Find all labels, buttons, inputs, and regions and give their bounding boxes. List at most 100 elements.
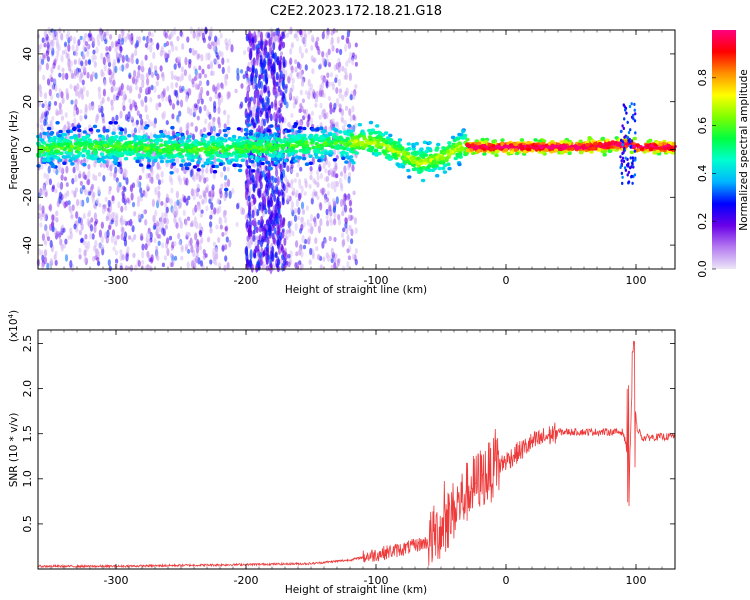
heatmap-cell [348, 224, 352, 232]
heatmap-cell [165, 57, 169, 63]
heatmap-cell [106, 237, 110, 243]
heatmap-cell [54, 188, 58, 194]
heatmap-cell [312, 58, 316, 63]
heatmap-cell [125, 253, 129, 262]
heatmap-cell [186, 122, 190, 130]
heatmap-cell [278, 61, 282, 73]
heatmap-cell [289, 48, 293, 55]
heatmap-cell [204, 118, 208, 125]
heatmap-cell [325, 51, 329, 58]
heatmap-cell [313, 215, 317, 225]
heatmap-cell [58, 129, 63, 134]
heatmap-cell [223, 193, 227, 202]
heatmap-cell [348, 108, 352, 116]
heatmap-cell [444, 156, 450, 160]
heatmap-cell [111, 195, 115, 202]
heatmap-cell [277, 86, 281, 93]
heatmap-cell [322, 142, 328, 146]
heatmap-cell [137, 70, 141, 78]
heatmap-cell [240, 101, 244, 109]
heatmap-cell [149, 156, 155, 160]
heatmap-cell [42, 131, 47, 136]
heatmap-cell [177, 119, 181, 124]
heatmap-cell [164, 202, 168, 209]
heatmap-cell [146, 183, 150, 190]
heatmap-cell [263, 118, 267, 127]
heatmap-cell [259, 251, 262, 259]
heatmap-cell [253, 95, 256, 105]
heatmap-cell [269, 36, 273, 46]
heatmap-cell [217, 106, 221, 115]
heatmap-cell [279, 258, 283, 265]
heatmap-cell [126, 57, 130, 63]
heatmap-cell [122, 185, 126, 191]
heatmap-cell [325, 208, 329, 216]
heatmap-cell [262, 251, 266, 257]
heatmap-cell [297, 126, 303, 130]
heatmap-cell [265, 176, 268, 183]
heatmap-cell [341, 125, 346, 131]
heatmap-cell [191, 133, 196, 141]
heatmap-cell [283, 158, 288, 163]
heatmap-cell [298, 247, 302, 256]
heatmap-cell [226, 161, 232, 165]
heatmap-cell [243, 145, 249, 150]
heatmap-cell [295, 36, 300, 42]
heatmap-cell [144, 265, 148, 271]
heatmap-cell [194, 125, 198, 133]
heatmap-cell [392, 140, 397, 145]
heatmap-cell [89, 142, 95, 147]
heatmap-cell [237, 168, 243, 173]
heatmap-cell [330, 40, 334, 47]
heatmap-cell [314, 103, 318, 108]
heatmap-cell [80, 60, 84, 67]
heatmap-cell [330, 258, 334, 264]
heatmap-cell [339, 171, 344, 177]
heatmap-cell [92, 49, 96, 55]
heatmap-cell [108, 69, 112, 76]
heatmap-cell [58, 158, 63, 163]
heatmap-cell [198, 80, 202, 87]
heatmap-cell [204, 196, 208, 204]
heatmap-cell [142, 153, 147, 158]
heatmap-cell [65, 182, 69, 188]
heatmap-cell [445, 146, 450, 150]
heatmap-cell [495, 144, 501, 149]
heatmap-cell [81, 154, 86, 158]
heatmap-cell [346, 248, 350, 254]
heatmap-cell [208, 29, 212, 38]
heatmap-cell [100, 235, 104, 244]
heatmap-cell [267, 109, 271, 118]
heatmap-cell [59, 151, 64, 156]
heatmap-cell [57, 64, 61, 71]
heatmap-cell [322, 188, 326, 194]
heatmap-cell [136, 152, 141, 157]
heatmap-cell [223, 109, 227, 116]
heatmap-cell [161, 262, 165, 268]
heatmap-cell [180, 159, 186, 163]
heatmap-cell [245, 33, 249, 42]
heatmap-cell [79, 87, 83, 94]
heatmap-cell [119, 128, 125, 132]
heatmap-cell [387, 157, 392, 161]
heatmap-cell [126, 32, 130, 40]
heatmap-cell [66, 29, 71, 38]
heatmap-cell [257, 219, 261, 226]
heatmap-cell [76, 83, 80, 91]
heatmap-cell [137, 65, 141, 71]
heatmap-cell [121, 196, 125, 204]
heatmap-cell [44, 120, 48, 126]
heatmap-cell [336, 36, 340, 44]
heatmap-cell [82, 130, 87, 134]
heatmap-cell [169, 171, 174, 175]
heatmap-cell [39, 90, 43, 98]
heatmap-cell [169, 136, 174, 140]
heatmap-cell [79, 109, 83, 114]
heatmap-cell [100, 52, 104, 60]
heatmap-cell [101, 206, 106, 215]
heatmap-cell [236, 203, 240, 210]
heatmap-cell [229, 138, 235, 142]
heatmap-cell [304, 238, 308, 245]
heatmap-cell [373, 148, 379, 153]
